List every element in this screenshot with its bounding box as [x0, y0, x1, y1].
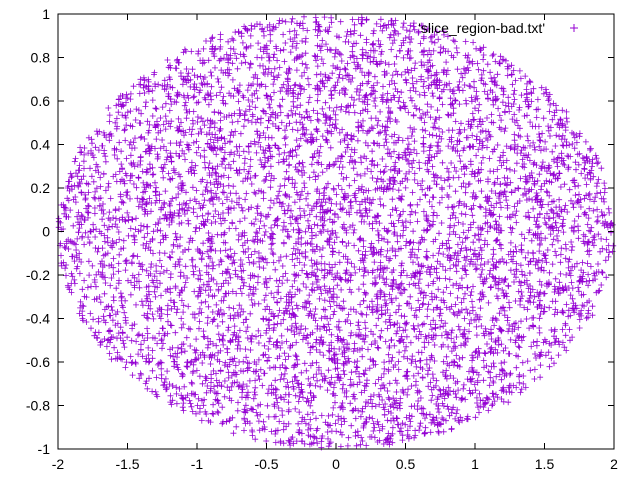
y-tick-label: -0.2: [26, 267, 50, 283]
x-tick-label: 1: [471, 456, 479, 472]
y-tick-label: -0.4: [26, 311, 50, 327]
data-points-layer: [55, 13, 617, 451]
y-tick-label: -0.6: [26, 354, 50, 370]
x-tick-label: 2: [610, 456, 618, 472]
x-tick-label: -2: [52, 456, 65, 472]
y-tick-label: 0.6: [31, 93, 51, 109]
y-tick-label: -0.8: [26, 398, 50, 414]
x-tick-label: -0.5: [254, 456, 278, 472]
y-tick-label: 0.4: [31, 137, 51, 153]
y-tick-label: 0.8: [31, 50, 51, 66]
x-tick-label: 0: [332, 456, 340, 472]
x-axis: -2 -1.5 -1 -0.5 0 0.5 1 1.5 2: [52, 14, 618, 472]
x-tick-label: -1: [191, 456, 204, 472]
y-tick-label: -1: [38, 441, 51, 457]
legend-marker: [570, 24, 578, 32]
y-tick-label: 0.2: [31, 180, 51, 196]
x-tick-label: 1.5: [535, 456, 555, 472]
x-tick-label: -1.5: [115, 456, 139, 472]
y-axis: -1 -0.8 -0.6 -0.4 -0.2 0 0.2 0.4 0.6 0.8 1: [26, 6, 614, 457]
legend-label-slice-region-bad: 'slice_region-bad.txt': [418, 20, 545, 36]
y-tick-label: 1: [42, 6, 50, 22]
y-tick-label: 0: [42, 224, 50, 240]
legend-plus-marker: [570, 24, 578, 32]
data-point-markers: [55, 13, 617, 451]
x-tick-label: 0.5: [396, 456, 416, 472]
legend: 'slice_region-bad.txt': [418, 20, 578, 36]
